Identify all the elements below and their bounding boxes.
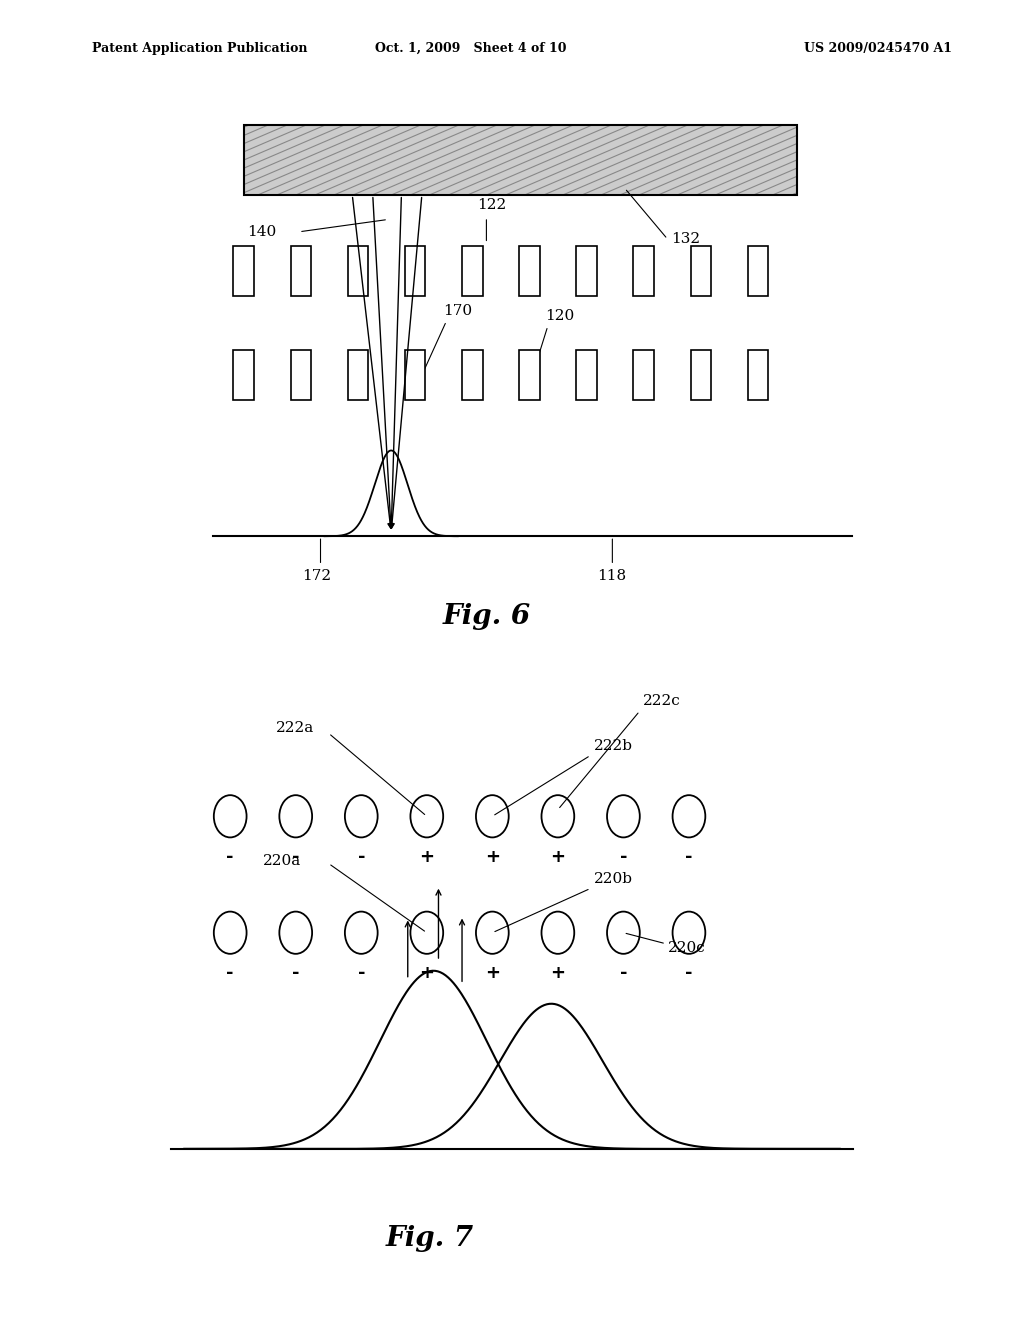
Text: -: - — [620, 847, 627, 866]
Bar — [462, 246, 482, 296]
Bar — [690, 350, 711, 400]
Text: Oct. 1, 2009   Sheet 4 of 10: Oct. 1, 2009 Sheet 4 of 10 — [375, 42, 567, 55]
Text: +: + — [419, 965, 434, 982]
Text: -: - — [685, 847, 692, 866]
Text: 220a: 220a — [263, 854, 301, 867]
Text: Fig. 6: Fig. 6 — [442, 603, 530, 630]
Bar — [690, 246, 711, 296]
Text: 140: 140 — [247, 224, 276, 239]
Bar — [348, 350, 369, 400]
Text: US 2009/0245470 A1: US 2009/0245470 A1 — [804, 42, 952, 55]
Text: 222b: 222b — [594, 738, 633, 752]
Text: -: - — [292, 847, 299, 866]
Bar — [404, 246, 425, 296]
Text: 132: 132 — [671, 232, 699, 247]
Text: +: + — [419, 847, 434, 866]
Text: 222c: 222c — [643, 694, 681, 708]
Text: +: + — [484, 965, 500, 982]
Text: 220b: 220b — [594, 871, 633, 886]
Text: +: + — [550, 965, 565, 982]
Text: -: - — [226, 847, 233, 866]
Text: +: + — [550, 847, 565, 866]
Bar — [233, 350, 254, 400]
Bar — [634, 350, 654, 400]
Bar — [244, 125, 797, 195]
Text: 122: 122 — [477, 198, 507, 213]
Bar — [519, 350, 540, 400]
Text: -: - — [685, 965, 692, 982]
Bar — [291, 246, 311, 296]
Text: -: - — [292, 965, 299, 982]
Bar — [634, 246, 654, 296]
Text: +: + — [484, 847, 500, 866]
Bar — [577, 246, 597, 296]
Text: -: - — [357, 965, 365, 982]
Text: 222a: 222a — [276, 721, 314, 735]
Bar — [404, 350, 425, 400]
Bar — [291, 350, 311, 400]
Text: 120: 120 — [545, 309, 574, 323]
Text: Patent Application Publication: Patent Application Publication — [92, 42, 307, 55]
Text: 172: 172 — [302, 569, 331, 583]
Bar — [348, 246, 369, 296]
Text: 220c: 220c — [668, 941, 706, 956]
Text: -: - — [620, 965, 627, 982]
Text: 170: 170 — [443, 305, 472, 318]
Bar — [577, 350, 597, 400]
Text: 118: 118 — [597, 569, 626, 583]
Bar — [748, 350, 768, 400]
Bar — [519, 246, 540, 296]
Text: -: - — [357, 847, 365, 866]
Text: Fig. 7: Fig. 7 — [386, 1225, 474, 1251]
Text: -: - — [226, 965, 233, 982]
Bar — [244, 125, 797, 195]
Bar — [233, 246, 254, 296]
Bar — [462, 350, 482, 400]
Bar — [748, 246, 768, 296]
